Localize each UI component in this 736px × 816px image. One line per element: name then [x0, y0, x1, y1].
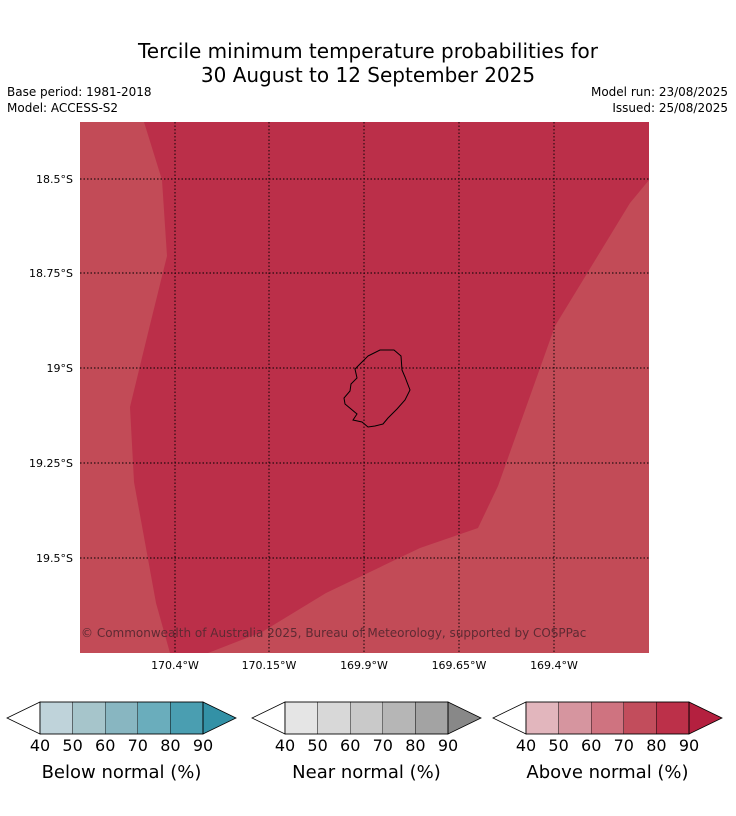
probability-zone-80-90: [130, 122, 649, 653]
gridlines: [80, 122, 649, 653]
colorbar-0: 40 50 60 70 80 90 Below normal (%): [6, 701, 237, 783]
colorbar-tick-label: 50: [62, 736, 82, 755]
colorbar-segment: [382, 701, 416, 735]
colorbar-tick-label: 40: [275, 736, 295, 755]
colorbar-tick-label: 70: [128, 736, 148, 755]
colorbar-extension-low: [6, 701, 41, 735]
colorbar-extension-low: [251, 701, 286, 735]
colorbar-tick-label: 90: [193, 736, 213, 755]
colorbar-tick-label: 50: [307, 736, 327, 755]
colorbar-outline: [284, 701, 449, 735]
colorbar-outline: [525, 701, 690, 735]
colorbar-tick-label: 60: [95, 736, 115, 755]
colorbar-tick-label: 40: [30, 736, 50, 755]
colorbar-outline: [39, 701, 204, 735]
colorbar-1: 40 50 60 70 80 90 Near normal (%): [251, 701, 482, 783]
model-name-text: Model: ACCESS-S2: [7, 101, 119, 115]
colorbar-extension-high: [447, 701, 482, 735]
colorbar-tick-label: 50: [548, 736, 568, 755]
colorbar-tick-label: 80: [405, 736, 425, 755]
colorbar-segment: [170, 701, 204, 735]
lon-label: 170.4°W: [151, 659, 199, 672]
colorbar-tick-label: 90: [679, 736, 699, 755]
colorbar-2: 40 50 60 70 80 90 Above normal (%): [492, 701, 723, 783]
map-panel: © Commonwealth of Australia 2025, Bureau…: [80, 122, 649, 653]
colorbar-extension-high: [202, 701, 237, 735]
colorbar-tick-label: 70: [614, 736, 634, 755]
colorbar-tick-label: 60: [581, 736, 601, 755]
colorbar-tick-label: 80: [646, 736, 666, 755]
colorbar-tick-label: 70: [373, 736, 393, 755]
colorbar-extension-low: [492, 701, 527, 735]
colorbar-label: Near normal (%): [292, 762, 441, 783]
colorbar-segment: [558, 701, 592, 735]
model-run-text: Model run: 23/08/2025: [590, 85, 728, 99]
lat-label: 19°S: [47, 362, 73, 375]
colorbar-tick-label: 90: [438, 736, 458, 755]
colorbar-tick-label: 80: [160, 736, 180, 755]
map-title-line-2: 30 August to 12 September 2025: [200, 63, 536, 87]
longitude-labels: 170.4°W 170.15°W 169.9°W 169.65°W 169.4°…: [151, 659, 578, 672]
colorbar-segment: [415, 701, 449, 735]
colorbar-legends: 40 50 60 70 80 90 Below normal (%) 40 50 60 70 80 90…: [6, 701, 723, 783]
lat-label: 19.25°S: [29, 457, 73, 470]
colorbar-segment: [317, 701, 351, 735]
colorbar-label: Below normal (%): [42, 762, 202, 783]
lat-label: 19.5°S: [36, 552, 73, 565]
colorbar-segment: [39, 701, 73, 735]
island-outline: [343, 349, 411, 428]
lon-label: 169.4°W: [530, 659, 578, 672]
colorbar-segment: [104, 701, 138, 735]
colorbar-segment: [350, 701, 384, 735]
colorbar-segment: [591, 701, 625, 735]
colorbar-segment: [284, 701, 318, 735]
base-period-text: Base period: 1981-2018: [7, 85, 152, 99]
colorbar-segment: [623, 701, 657, 735]
map-title-line-1: Tercile minimum temperature probabilitie…: [137, 39, 599, 63]
lon-label: 170.15°W: [242, 659, 297, 672]
colorbar-extension-high: [688, 701, 723, 735]
colorbar-segment: [72, 701, 106, 735]
colorbar-segment: [656, 701, 690, 735]
lat-label: 18.75°S: [29, 267, 73, 280]
lat-label: 18.5°S: [36, 173, 73, 186]
latitude-labels: 18.5°S 18.75°S 19°S 19.25°S 19.5°S: [29, 173, 73, 565]
colorbar-tick-label: 40: [516, 736, 536, 755]
colorbar-segment: [137, 701, 171, 735]
lon-label: 169.65°W: [432, 659, 487, 672]
colorbar-segment: [525, 701, 559, 735]
lon-label: 169.9°W: [340, 659, 388, 672]
colorbar-tick-label: 60: [340, 736, 360, 755]
copyright-notice: © Commonwealth of Australia 2025, Bureau…: [81, 626, 586, 640]
issued-date-text: Issued: 25/08/2025: [612, 101, 728, 115]
colorbar-label: Above normal (%): [526, 762, 688, 783]
